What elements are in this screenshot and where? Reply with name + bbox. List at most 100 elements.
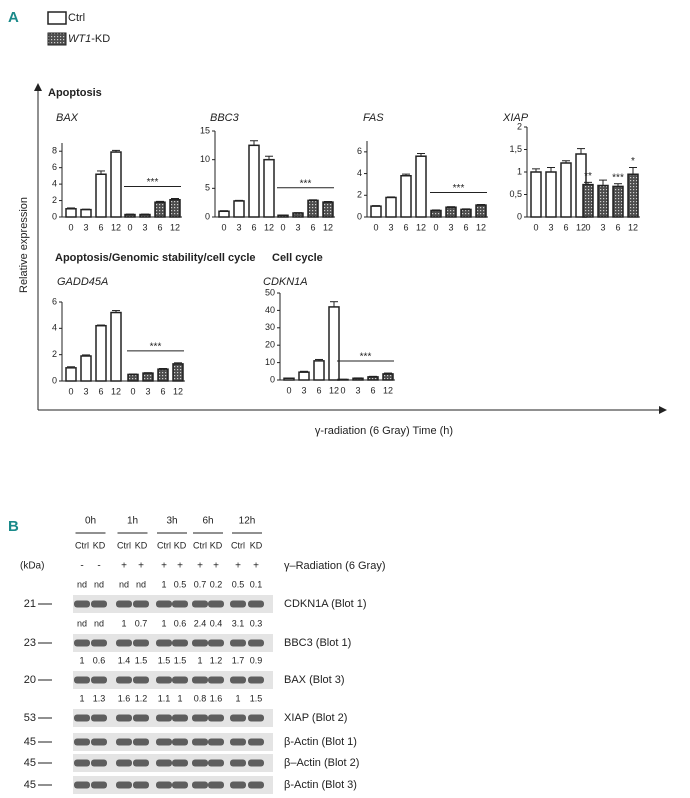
y-tick-label: 0 bbox=[357, 211, 362, 221]
blot-label: β-Actin (Blot 3) bbox=[284, 779, 357, 791]
chart-title: XIAP bbox=[502, 112, 529, 124]
blot-band bbox=[172, 759, 188, 767]
blot-band bbox=[230, 781, 246, 789]
bar bbox=[298, 371, 310, 381]
blot-band bbox=[74, 639, 90, 647]
x-tick-label: 12 bbox=[111, 222, 121, 232]
y-tick-label: 5 bbox=[205, 183, 210, 193]
blot-band bbox=[91, 639, 107, 647]
x-tick-label: 0 bbox=[373, 222, 378, 232]
blot-band bbox=[91, 738, 107, 746]
blot-band bbox=[91, 759, 107, 767]
significance: *** bbox=[453, 183, 465, 194]
x-tick-label: 0 bbox=[585, 222, 590, 232]
blot-band bbox=[116, 676, 132, 684]
blot-band bbox=[172, 714, 188, 722]
blot-label: BAX (Blot 3) bbox=[284, 674, 345, 686]
chart-title: BAX bbox=[56, 112, 79, 124]
lane-label: Ctrl bbox=[231, 540, 245, 550]
blot-band bbox=[133, 714, 149, 722]
y-tick-label: 6 bbox=[357, 146, 362, 156]
radiation-sign: + bbox=[235, 561, 241, 572]
x-tick-label: 12 bbox=[111, 386, 121, 396]
bar bbox=[415, 155, 427, 218]
radiation-sign: + bbox=[253, 561, 259, 572]
x-tick-label: 12 bbox=[628, 222, 638, 232]
quantification: 1.5 bbox=[158, 655, 171, 665]
x-tick-label: 3 bbox=[145, 386, 150, 396]
x-tick-label: 3 bbox=[388, 222, 393, 232]
blot-band bbox=[208, 639, 224, 647]
blot-band bbox=[208, 781, 224, 789]
blot-band bbox=[116, 759, 132, 767]
blot-band bbox=[248, 676, 264, 684]
blot-band bbox=[156, 714, 172, 722]
legend-swatch bbox=[47, 11, 67, 25]
x-tick-label: 12 bbox=[170, 222, 180, 232]
bar bbox=[248, 144, 260, 218]
blot-band bbox=[192, 781, 208, 789]
x-tick-label: 6 bbox=[98, 386, 103, 396]
kda-marker: 20 bbox=[24, 674, 36, 686]
blot-band bbox=[74, 714, 90, 722]
x-tick-label: 3 bbox=[448, 222, 453, 232]
x-tick-label: 0 bbox=[286, 385, 291, 395]
section-header: Apoptosis bbox=[48, 87, 102, 99]
blot-label: β–Actin (Blot 2) bbox=[284, 757, 359, 769]
section-header: Cell cycle bbox=[272, 252, 323, 264]
x-tick-label: 12 bbox=[323, 222, 333, 232]
x-tick-label: 3 bbox=[83, 222, 88, 232]
bar bbox=[530, 171, 542, 218]
blot-band bbox=[172, 781, 188, 789]
blot-band bbox=[116, 600, 132, 608]
quantification: 1 bbox=[177, 693, 182, 703]
x-tick-label: 6 bbox=[463, 222, 468, 232]
blot-band bbox=[248, 738, 264, 746]
blot-band bbox=[91, 781, 107, 789]
blot-band bbox=[156, 639, 172, 647]
blot-band bbox=[248, 714, 264, 722]
bar bbox=[292, 212, 304, 218]
bar bbox=[95, 324, 107, 382]
x-tick-label: 6 bbox=[316, 385, 321, 395]
lane-label: KD bbox=[174, 540, 187, 550]
y-tick-label: 0 bbox=[52, 375, 57, 385]
bar bbox=[560, 162, 572, 218]
bar bbox=[139, 213, 151, 218]
significance: *** bbox=[612, 172, 624, 183]
bar bbox=[263, 158, 275, 218]
x-tick-label: 12 bbox=[576, 222, 586, 232]
bar bbox=[283, 377, 295, 381]
bar bbox=[430, 209, 442, 218]
bar bbox=[582, 183, 594, 218]
bar bbox=[218, 210, 230, 218]
x-tick-label: 12 bbox=[264, 222, 274, 232]
x-tick-label: 3 bbox=[355, 385, 360, 395]
blot-label: XIAP (Blot 2) bbox=[284, 712, 347, 724]
quantification: 2.4 bbox=[194, 618, 207, 628]
quantification: nd bbox=[119, 579, 129, 589]
time-label: 6h bbox=[202, 516, 213, 527]
bar bbox=[400, 174, 412, 218]
lane-label: Ctrl bbox=[75, 540, 89, 550]
lane-label: Ctrl bbox=[117, 540, 131, 550]
y-tick-label: 2 bbox=[517, 121, 522, 131]
y-tick-label: 4 bbox=[52, 323, 57, 333]
blot-band bbox=[74, 600, 90, 608]
x-tick-label: 0 bbox=[68, 222, 73, 232]
bar bbox=[110, 151, 122, 218]
lane-label: KD bbox=[250, 540, 263, 550]
bar bbox=[80, 355, 92, 382]
bar bbox=[370, 205, 382, 218]
blot-band bbox=[248, 639, 264, 647]
quantification: 1.1 bbox=[158, 693, 171, 703]
y-tick-label: 6 bbox=[52, 296, 57, 306]
bar bbox=[627, 173, 639, 218]
x-tick-label: 12 bbox=[416, 222, 426, 232]
blot-band bbox=[133, 639, 149, 647]
radiation-sign: + bbox=[197, 561, 203, 572]
x-tick-label: 3 bbox=[548, 222, 553, 232]
quantification: 0.5 bbox=[174, 579, 187, 589]
